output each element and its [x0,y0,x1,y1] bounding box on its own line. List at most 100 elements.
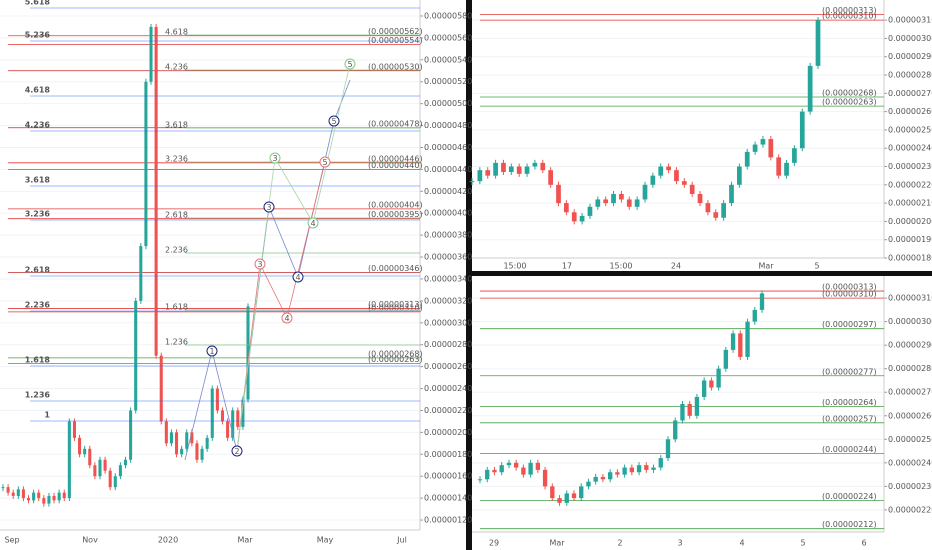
fib-label-2: 3.618 [165,121,188,130]
candle [548,170,553,185]
candle [492,469,497,473]
price-level-label: (0.00000257) [822,414,877,423]
y-tick-label: 0.00000260 [424,362,472,371]
candle [776,157,782,176]
y-tick-label: 0.00000310 [888,294,932,303]
price-level-label: (0.00000264) [822,398,877,407]
wave-label: 2 [234,447,239,456]
candle [190,432,194,444]
wave-label: 4 [284,314,289,323]
y-tick-label: 0.00000300 [888,34,932,43]
price-level-label: (0.00000313) [822,6,877,15]
candle [134,300,138,411]
wave-marker [269,152,281,164]
candle [521,467,526,475]
candle [159,355,163,422]
candle [164,421,168,444]
candle [752,309,757,322]
fib-label: 3.618 [25,176,51,185]
x-tick-label: 17 [562,262,572,271]
price-level-label: (0.00000562) [368,27,423,36]
candle [241,399,245,427]
price-level-label: (0.00000478) [368,119,423,128]
candle [98,459,102,477]
candle [118,465,122,477]
wave-path [236,161,326,452]
candle [236,410,240,427]
fib-label: 2.618 [25,266,51,275]
candle [579,215,585,222]
candle [231,410,235,438]
candle [185,432,189,449]
price-level-label: (0.00000297) [822,320,877,329]
candle [72,421,76,438]
candle [729,184,734,204]
candle [200,448,204,460]
candle [709,380,714,388]
price-level-label: (0.00000310) [822,12,877,21]
fib-label: 1.236 [25,391,51,400]
y-tick-label: 0.00000250 [888,125,932,134]
candle [42,498,46,504]
y-tick-label: 0.00000160 [424,472,472,481]
candle [123,459,128,466]
candle [477,479,483,481]
y-tick-label: 0.00000230 [888,162,932,171]
wave-label: 4 [310,219,315,228]
wave-label: 1 [209,347,214,356]
fib-label: 5.236 [25,31,51,40]
fib-label: 2.236 [25,301,51,310]
candle [650,175,656,185]
candle [622,467,627,475]
y-tick-label: 0.00000240 [424,384,472,393]
candle [658,458,663,468]
x-tick-label: Jul [396,536,407,545]
candle [37,492,41,499]
chart-area [472,0,884,258]
fib-label-2: 2.618 [165,211,188,220]
y-tick-label: 0.00000220 [424,406,472,415]
price-level-label: (0.00000263) [368,355,423,364]
candle [642,184,648,200]
y-tick-label: 0.00000120 [424,516,472,525]
candle [485,170,491,176]
candle [634,199,640,207]
y-tick-label: 0.00000220 [888,180,932,189]
candle [697,193,703,204]
price-level-label: (0.00000554) [368,36,423,45]
wave-label: 3 [266,203,271,212]
candle [220,410,225,422]
candle [499,465,504,473]
candle [721,203,726,218]
candle [644,465,649,470]
candle [32,492,36,501]
wave-marker [254,258,266,270]
y-tick-label: 0.00000200 [424,428,472,437]
wave-marker [292,271,304,283]
y-tick-label: 0.00000520 [424,77,472,86]
fib-label: 1 [44,411,50,420]
candle [175,432,179,455]
candle [154,26,158,356]
fib-label-2: 1.618 [165,303,188,312]
y-tick-label: 0.00000200 [888,217,932,226]
candle [658,166,664,176]
y-tick-label: 0.00000360 [424,253,472,262]
y-tick-label: 0.00000400 [424,209,472,218]
candle [129,410,133,460]
wave-marker [263,201,275,213]
wave-marker [206,345,218,357]
price-level-label: (0.00000440) [368,161,423,170]
candle [752,144,758,152]
price-level-label: (0.00000244) [822,445,877,454]
candle [730,333,736,350]
candle [149,26,153,82]
y-tick-label: 0.00000250 [888,435,932,444]
price-level-label: (0.00000346) [368,264,423,273]
y-tick-label: 0.00000580 [424,11,472,20]
x-tick-label: 15:00 [503,262,526,271]
candle [760,139,766,145]
candle [587,206,593,216]
candle [759,293,765,310]
